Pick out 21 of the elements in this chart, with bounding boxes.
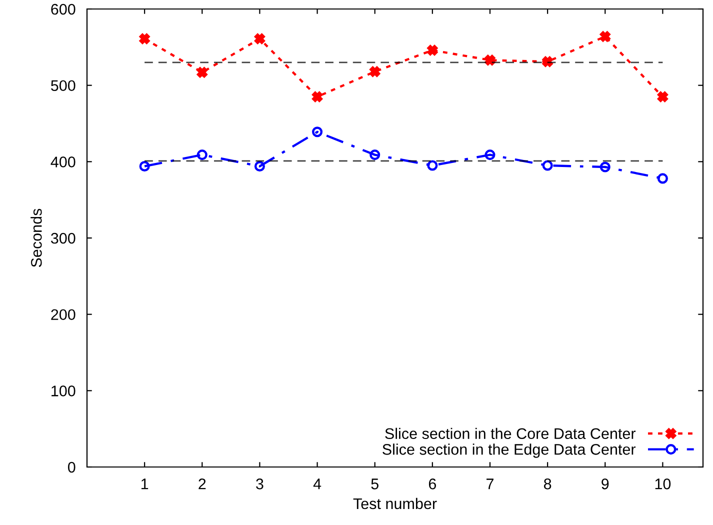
legend-label: Slice section in the Core Data Center xyxy=(385,428,636,440)
x-tick-label: 3 xyxy=(256,478,264,490)
y-tick-label: 400 xyxy=(50,156,76,168)
y-tick-label: 200 xyxy=(51,309,76,320)
x-tick-label: 1 xyxy=(141,478,148,490)
x-tick-label: 9 xyxy=(602,478,609,490)
x-tick-label: 6 xyxy=(428,478,436,490)
x-tick-label: 7 xyxy=(486,478,494,490)
x-tick-label: 10 xyxy=(655,478,671,490)
y-tick-label: 100 xyxy=(52,386,76,396)
legend-label: Slice section in the Edge Data Center xyxy=(382,444,636,458)
x-tick-label: 2 xyxy=(198,478,206,490)
x-tick-label: 8 xyxy=(544,478,552,490)
x-tick-label: 4 xyxy=(313,478,322,490)
y-axis-title: Seconds xyxy=(30,208,42,268)
x-axis-title: Test number xyxy=(353,498,437,510)
y-tick-label: 500 xyxy=(51,80,76,92)
y-tick-label: 600 xyxy=(51,4,76,15)
y-tick-label: 300 xyxy=(50,232,76,244)
x-tick-label: 5 xyxy=(371,478,378,490)
y-tick-label: 0 xyxy=(68,462,76,473)
